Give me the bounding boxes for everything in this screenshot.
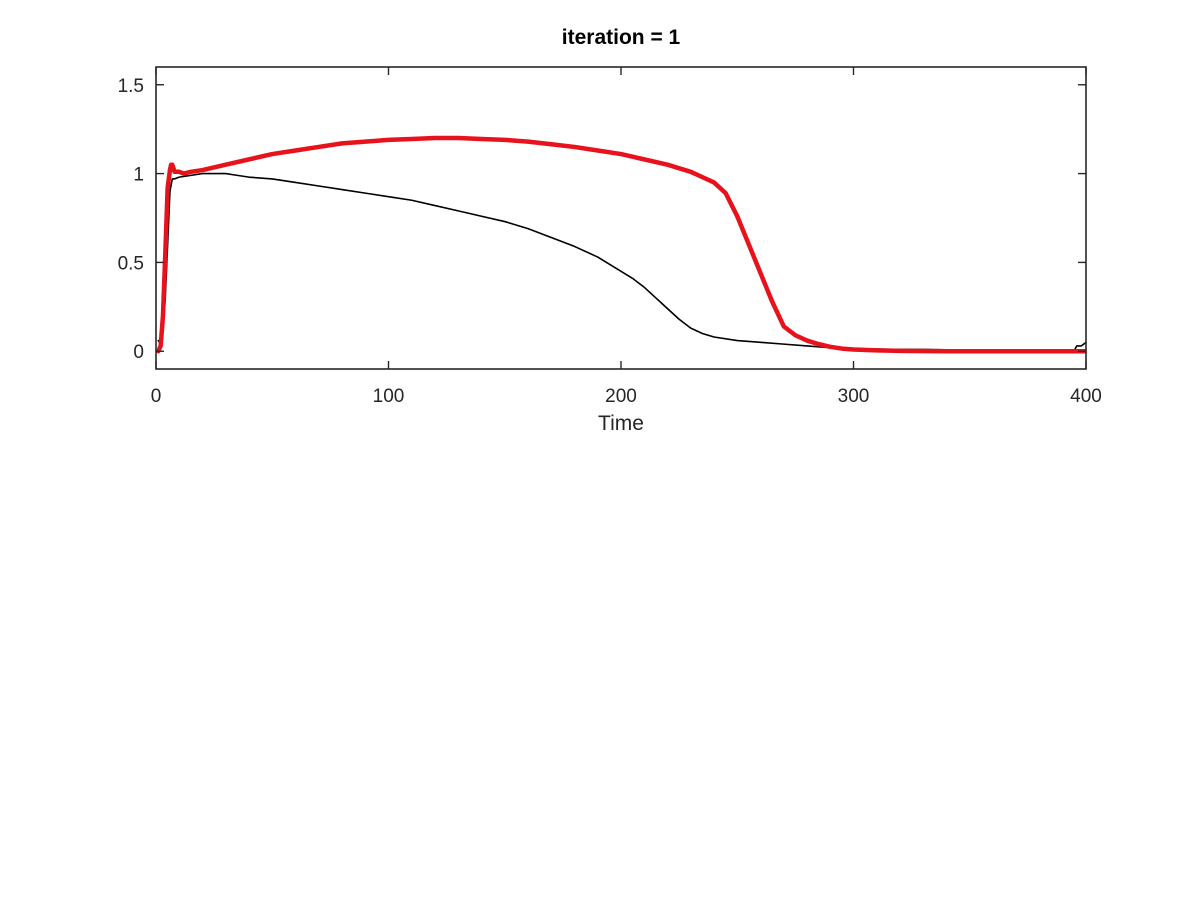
y-tick-label: 1 (133, 165, 144, 186)
x-tick-label: 300 (838, 386, 870, 407)
y-tick-label: 1.5 (118, 76, 144, 97)
series-layer (156, 135, 1086, 354)
x-tick-label: 400 (1070, 386, 1102, 407)
x-axis-label: Time (598, 412, 644, 435)
series-line-2 (156, 135, 1086, 354)
x-tick-label: 100 (373, 386, 405, 407)
x-tick-label: 0 (151, 386, 162, 407)
y-tick-label: 0 (133, 342, 144, 363)
y-tick-label: 0.5 (118, 253, 144, 274)
axes-layer: 0 100 200 300 400 0 0.5 1 1.5 (118, 66, 1102, 407)
chart-title: iteration = 1 (562, 26, 681, 49)
x-tick-label: 200 (605, 386, 637, 407)
